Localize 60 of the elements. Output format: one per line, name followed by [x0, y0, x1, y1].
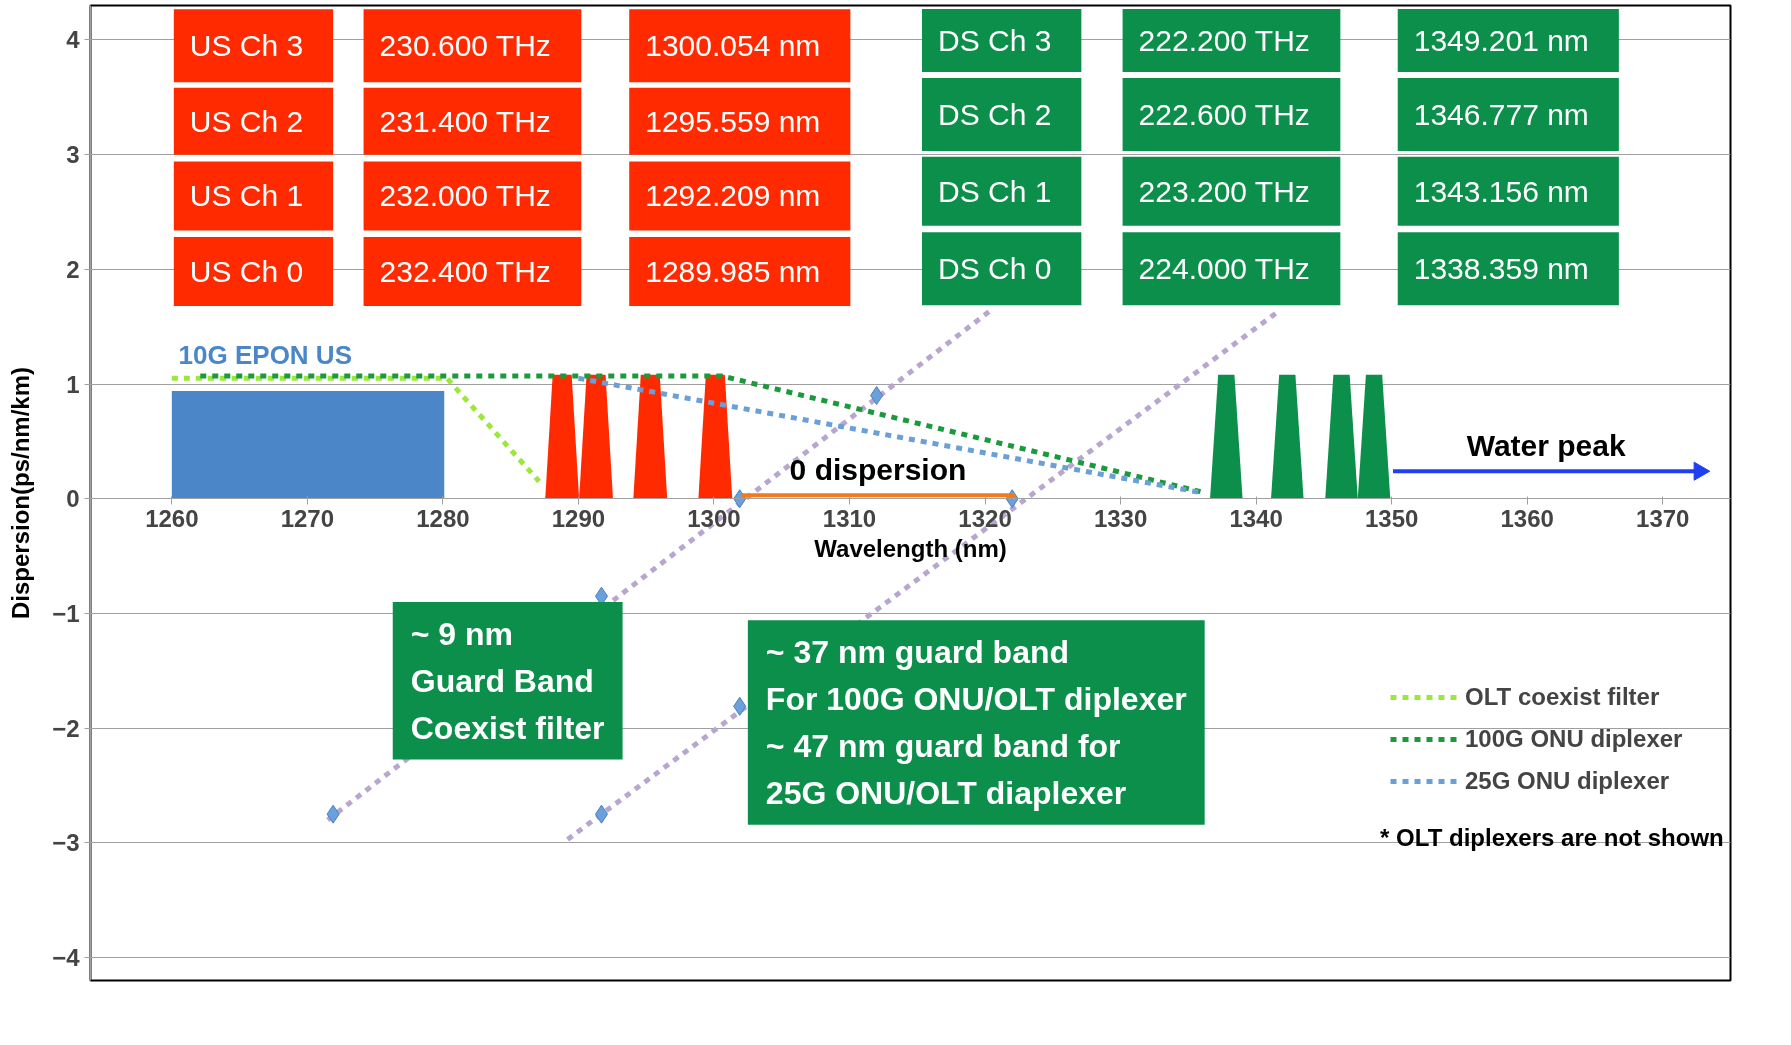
- annotation: DS Ch 0: [937, 252, 1052, 286]
- series-label: Water peak: [1466, 429, 1626, 463]
- y-tick-label: 0: [66, 485, 80, 513]
- annotation: ~ 37 nm guard band For 100G ONU/OLT diplexer ~ 47 nm guard band for 25G ONU/OLT diaplexer: [765, 634, 1187, 811]
- series-label: 10G EPON US: [178, 340, 353, 371]
- y-axis-title: Dispersion(ps/nm/km): [7, 366, 35, 620]
- annotation: 232.000 THz: [379, 179, 551, 213]
- point: [326, 804, 340, 824]
- annotation: ~ 9 nm Guard Band Coexist filter: [410, 615, 605, 746]
- annotation: 1292.209 nm: [645, 179, 821, 213]
- y-tick-label: −3: [52, 829, 80, 857]
- x-tick-label: 1320: [958, 504, 1012, 532]
- annotation: 1289.985 nm: [645, 255, 821, 289]
- annotation: 223.200 THz: [1138, 174, 1310, 208]
- y-tick-label: −2: [52, 714, 80, 742]
- x-axis-title: Wavelength (nm): [814, 534, 1007, 562]
- annotation: 224.000 THz: [1138, 252, 1310, 286]
- annotation: 1349.201 nm: [1413, 23, 1589, 57]
- annotation: 1295.559 nm: [645, 104, 821, 138]
- annotation: 230.600 THz: [379, 29, 551, 63]
- annotation: 1338.359 nm: [1413, 252, 1589, 286]
- x-tick-label: 1280: [416, 504, 470, 532]
- annotation: US Ch 1: [189, 179, 304, 213]
- annotation: 222.600 THz: [1138, 97, 1310, 131]
- x-tick-label: 1310: [822, 504, 877, 532]
- legend-label: 25G ONU diplexer: [1465, 767, 1670, 795]
- x-tick-label: 1330: [1093, 504, 1148, 532]
- series-label: 0 dispersion: [789, 453, 967, 487]
- annotation: 1346.777 nm: [1413, 97, 1589, 131]
- y-tick-label: −4: [52, 944, 81, 972]
- point: [733, 696, 747, 716]
- y-tick-label: 2: [66, 255, 80, 283]
- y-tick-label: 4: [66, 26, 81, 54]
- annotation: DS Ch 2: [937, 97, 1052, 131]
- point: [594, 804, 608, 824]
- x-tick-label: 1350: [1364, 504, 1419, 532]
- annotation: 232.400 THz: [379, 255, 551, 289]
- annotation: DS Ch 3: [937, 23, 1052, 57]
- x-tick-label: 1270: [280, 504, 335, 532]
- annotation: US Ch 3: [189, 29, 304, 63]
- x-tick-label: 1300: [687, 504, 741, 532]
- y-tick-label: −1: [52, 599, 80, 627]
- y-tick-label: 1: [66, 370, 80, 398]
- annotation: * OLT diplexers are not shown: [1380, 823, 1724, 851]
- annotation: 1343.156 nm: [1413, 174, 1589, 208]
- x-tick-label: 1290: [551, 504, 606, 532]
- annotation: 231.400 THz: [379, 104, 551, 138]
- x-tick-label: 1340: [1229, 504, 1283, 532]
- x-tick-label: 1370: [1636, 504, 1690, 532]
- y-tick-label: 3: [66, 141, 80, 169]
- legend-label: 100G ONU diplexer: [1465, 725, 1683, 753]
- annotation: US Ch 2: [189, 104, 304, 138]
- x-tick-label: 1360: [1500, 504, 1554, 532]
- point: [870, 386, 884, 405]
- annotation: US Ch 0: [189, 255, 304, 289]
- legend-label: OLT coexist filter: [1465, 683, 1660, 711]
- annotation: DS Ch 1: [937, 174, 1052, 208]
- annotation: 222.200 THz: [1138, 23, 1310, 57]
- annotation: 1300.054 nm: [645, 29, 821, 63]
- x-tick-label: 1260: [145, 504, 199, 532]
